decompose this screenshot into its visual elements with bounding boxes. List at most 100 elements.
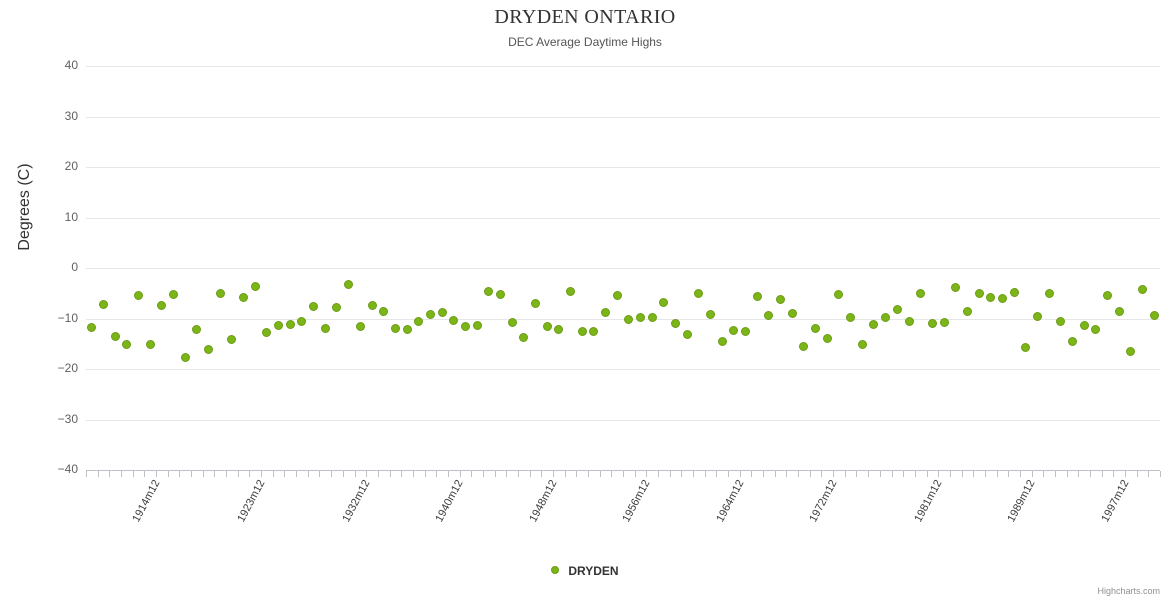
x-axis-tick bbox=[658, 471, 660, 477]
data-point[interactable] bbox=[309, 302, 319, 312]
data-point[interactable] bbox=[962, 306, 972, 316]
data-point[interactable] bbox=[402, 324, 412, 334]
data-point[interactable] bbox=[892, 304, 902, 314]
data-point[interactable] bbox=[857, 339, 867, 349]
data-point[interactable] bbox=[1114, 307, 1124, 317]
data-point[interactable] bbox=[390, 323, 400, 333]
data-point[interactable] bbox=[99, 299, 108, 309]
data-point[interactable] bbox=[425, 309, 435, 319]
data-point[interactable] bbox=[437, 307, 447, 317]
data-point[interactable] bbox=[519, 332, 529, 342]
data-point[interactable] bbox=[787, 309, 797, 319]
data-point[interactable] bbox=[764, 311, 774, 321]
data-point[interactable] bbox=[344, 279, 354, 289]
data-point[interactable] bbox=[1044, 288, 1054, 298]
data-point[interactable] bbox=[927, 318, 937, 328]
data-point[interactable] bbox=[671, 319, 681, 329]
data-point[interactable] bbox=[379, 306, 389, 316]
data-point[interactable] bbox=[904, 317, 914, 327]
data-point[interactable] bbox=[1102, 290, 1112, 300]
data-point[interactable] bbox=[285, 319, 295, 329]
data-point[interactable] bbox=[916, 288, 926, 298]
data-point[interactable] bbox=[647, 313, 657, 323]
data-point[interactable] bbox=[297, 316, 307, 326]
data-point[interactable] bbox=[1067, 337, 1077, 347]
data-point[interactable] bbox=[706, 309, 716, 319]
data-point[interactable] bbox=[367, 301, 377, 311]
data-point[interactable] bbox=[776, 294, 786, 304]
data-point[interactable] bbox=[274, 320, 284, 330]
data-point[interactable] bbox=[250, 282, 260, 292]
data-point[interactable] bbox=[636, 312, 645, 322]
data-point[interactable] bbox=[951, 282, 961, 292]
data-point[interactable] bbox=[1149, 310, 1159, 320]
data-point[interactable] bbox=[460, 322, 470, 332]
data-point[interactable] bbox=[215, 289, 225, 299]
data-point[interactable] bbox=[1032, 311, 1042, 321]
data-point[interactable] bbox=[169, 289, 179, 299]
data-point[interactable] bbox=[577, 327, 587, 337]
data-point[interactable] bbox=[227, 335, 237, 345]
data-point[interactable] bbox=[624, 314, 634, 324]
data-point[interactable] bbox=[799, 342, 809, 352]
data-point[interactable] bbox=[542, 322, 552, 332]
data-point[interactable] bbox=[145, 340, 155, 350]
data-point[interactable] bbox=[110, 331, 120, 341]
data-point[interactable] bbox=[414, 316, 424, 326]
credits-link[interactable]: Highcharts.com bbox=[1097, 586, 1160, 596]
data-point[interactable] bbox=[682, 330, 692, 340]
data-point[interactable] bbox=[729, 325, 739, 335]
data-point[interactable] bbox=[846, 313, 856, 323]
data-point[interactable] bbox=[192, 324, 202, 334]
data-point[interactable] bbox=[986, 293, 996, 303]
x-axis-tick bbox=[156, 471, 158, 477]
data-point[interactable] bbox=[741, 326, 751, 336]
data-point[interactable] bbox=[822, 333, 832, 343]
data-point[interactable] bbox=[1137, 284, 1147, 294]
data-point[interactable] bbox=[612, 291, 622, 301]
data-point[interactable] bbox=[239, 292, 249, 302]
data-point[interactable] bbox=[262, 328, 272, 338]
data-point[interactable] bbox=[939, 317, 949, 327]
x-axis-tick bbox=[973, 471, 975, 477]
data-point[interactable] bbox=[881, 313, 891, 323]
legend-item-dryden[interactable]: DRYDEN bbox=[551, 563, 619, 578]
data-point[interactable] bbox=[997, 294, 1007, 304]
legend-marker-icon bbox=[551, 565, 560, 574]
data-point[interactable] bbox=[495, 289, 505, 299]
data-point[interactable] bbox=[157, 301, 167, 311]
data-point[interactable] bbox=[1079, 321, 1089, 331]
data-point[interactable] bbox=[1009, 288, 1019, 298]
data-point[interactable] bbox=[320, 324, 330, 334]
data-point[interactable] bbox=[694, 288, 704, 298]
data-point[interactable] bbox=[1126, 347, 1136, 357]
data-point[interactable] bbox=[180, 353, 190, 363]
data-point[interactable] bbox=[507, 318, 517, 328]
data-point[interactable] bbox=[752, 292, 762, 302]
data-point[interactable] bbox=[974, 289, 984, 299]
data-point[interactable] bbox=[834, 289, 844, 299]
data-point[interactable] bbox=[565, 287, 575, 297]
x-axis-tick bbox=[354, 471, 356, 477]
data-point[interactable] bbox=[204, 345, 214, 355]
data-point[interactable] bbox=[134, 291, 144, 301]
data-point[interactable] bbox=[122, 340, 132, 350]
data-point[interactable] bbox=[1056, 316, 1066, 326]
data-point[interactable] bbox=[869, 319, 879, 329]
data-point[interactable] bbox=[1021, 343, 1031, 353]
data-point[interactable] bbox=[1091, 325, 1101, 335]
grid-line bbox=[86, 116, 1160, 118]
data-point[interactable] bbox=[332, 303, 342, 313]
data-point[interactable] bbox=[530, 298, 540, 308]
data-point[interactable] bbox=[472, 320, 482, 330]
data-point[interactable] bbox=[87, 323, 97, 333]
data-point[interactable] bbox=[811, 324, 821, 334]
data-point[interactable] bbox=[554, 324, 564, 334]
data-point[interactable] bbox=[717, 337, 727, 347]
data-point[interactable] bbox=[589, 327, 599, 337]
data-point[interactable] bbox=[355, 322, 365, 332]
data-point[interactable] bbox=[600, 308, 610, 318]
data-point[interactable] bbox=[659, 298, 669, 308]
data-point[interactable] bbox=[484, 287, 494, 297]
data-point[interactable] bbox=[449, 316, 459, 326]
